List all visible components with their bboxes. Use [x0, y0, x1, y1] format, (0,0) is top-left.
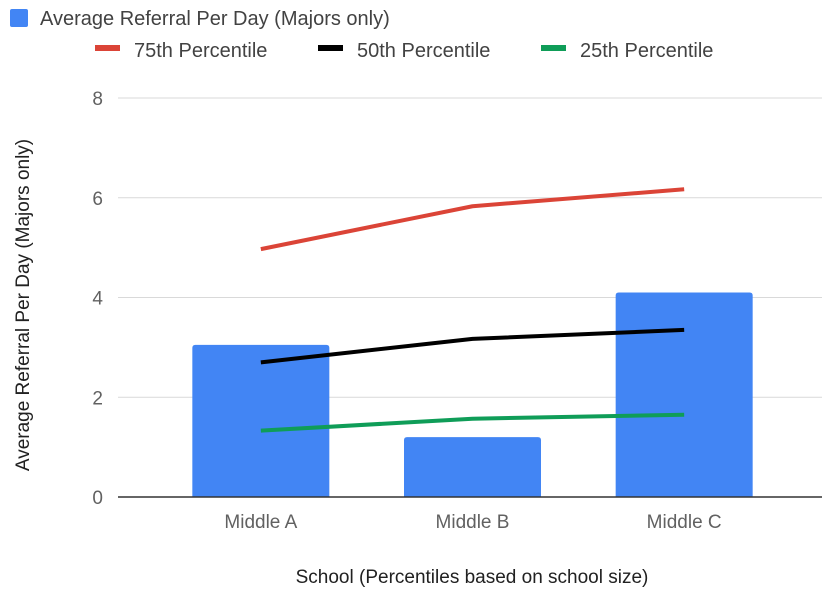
- y-tick-label: 6: [92, 189, 103, 210]
- y-axis-ticks: 0 2 4 6 8: [92, 89, 103, 509]
- x-tick-label: Middle C: [647, 512, 722, 533]
- bar-middle-a: [192, 344, 330, 497]
- x-tick-label: Middle B: [436, 512, 510, 533]
- bars: [192, 292, 753, 497]
- legend-label-25th: 25th Percentile: [580, 40, 713, 62]
- x-axis-ticks: Middle A Middle B Middle C: [224, 512, 721, 533]
- legend-swatch-75th: [95, 45, 120, 51]
- legend-label-50th: 50th Percentile: [357, 40, 490, 62]
- y-axis-title: Average Referral Per Day (Majors only): [13, 139, 34, 471]
- y-tick-label: 8: [92, 89, 103, 110]
- legend-label-75th: 75th Percentile: [134, 40, 267, 62]
- y-tick-label: 2: [92, 388, 103, 409]
- bar-middle-b: [404, 437, 541, 497]
- y-tick-label: 0: [92, 488, 103, 509]
- legend-swatch-bars: [10, 9, 28, 27]
- x-tick-label: Middle A: [224, 512, 297, 533]
- line-75th-percentile: [260, 187, 685, 252]
- legend-label-bars: Average Referral Per Day (Majors only): [40, 8, 390, 30]
- plot-area: 0 2 4 6 8 Middle A Middle B Middle C: [92, 89, 822, 533]
- legend-swatch-50th: [318, 45, 343, 51]
- series-lines: [260, 187, 685, 433]
- legend-swatch-25th: [541, 45, 566, 51]
- line-25th-percentile: [260, 412, 685, 433]
- bar-middle-c: [615, 292, 753, 497]
- line-50th-percentile: [260, 327, 685, 365]
- legend: Average Referral Per Day (Majors only) 7…: [10, 8, 713, 62]
- x-axis-title: School (Percentiles based on school size…: [296, 567, 649, 588]
- y-tick-label: 4: [92, 289, 103, 310]
